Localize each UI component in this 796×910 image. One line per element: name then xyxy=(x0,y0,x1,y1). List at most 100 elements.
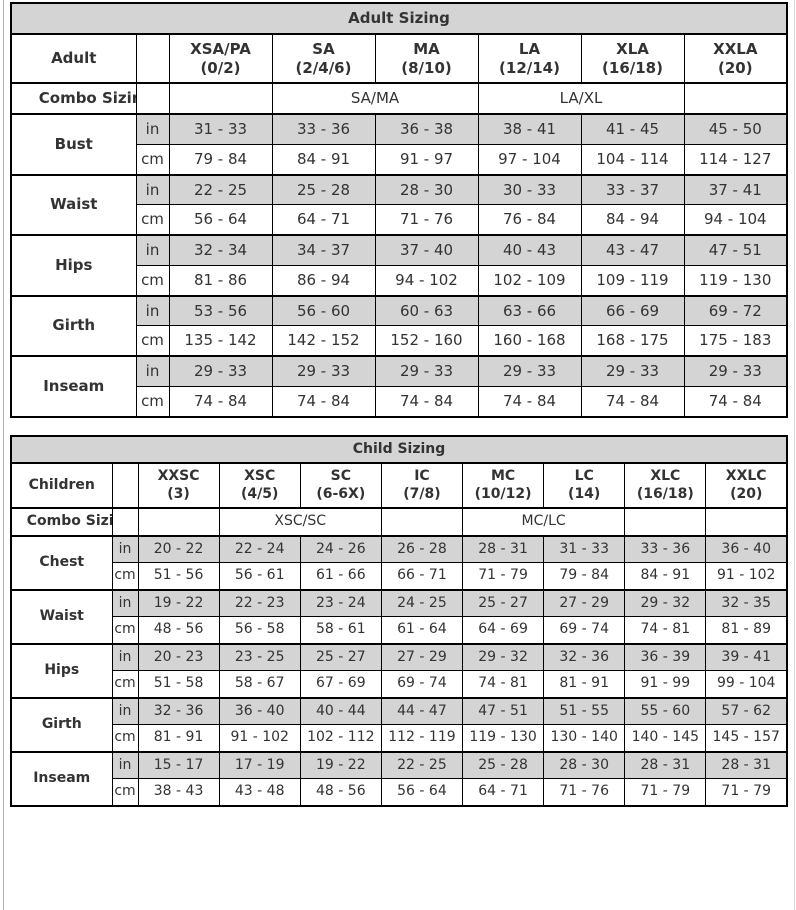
combo-sizing-value: LA/XL xyxy=(477,82,685,115)
size-range-label: (14) xyxy=(568,485,601,502)
size-column-header: XXSC (3) xyxy=(137,462,220,509)
measurement-label: Chest xyxy=(10,534,113,590)
unit-label: cm xyxy=(111,724,139,752)
measurement-label: Inseam xyxy=(10,750,113,806)
size-range-cell: 36 - 40 xyxy=(218,696,301,725)
size-range-cell: 22 - 24 xyxy=(218,534,301,563)
size-range-cell: 51 - 55 xyxy=(543,696,626,725)
size-range-cell: 140 - 145 xyxy=(624,724,707,752)
combo-sizing-value: SA/MA xyxy=(271,82,479,115)
size-range-cell: 109 - 119 xyxy=(580,264,685,297)
size-range-cell: 114 - 127 xyxy=(683,143,788,176)
size-range-cell: 32 - 36 xyxy=(543,642,626,671)
size-range-label: (4/5) xyxy=(240,485,279,502)
size-code-label: XLC xyxy=(650,468,681,484)
child-chest-in-row: Chest in 20 - 22 22 - 24 24 - 26 26 - 28 28 - … xyxy=(10,534,788,590)
size-range-cell: 17 - 19 xyxy=(218,750,301,779)
size-range-cell: 74 - 81 xyxy=(461,670,545,698)
size-range-cell: 33 - 36 xyxy=(271,112,376,145)
size-range-cell: 66 - 71 xyxy=(380,562,464,590)
measurement-label: Inseam xyxy=(10,355,137,417)
size-range-label: (2/4/6) xyxy=(295,58,352,77)
size-range-cell: 61 - 64 xyxy=(380,616,464,644)
adult-inseam-cm-row: cm 74 - 84 74 - 84 74 - 84 74 - 84 74 - 84 74 … xyxy=(11,385,788,418)
adult-title-row: Adult Sizing xyxy=(10,2,788,35)
child-waist-cm-row: cm 48 - 56 56 - 58 58 - 61 61 - 64 64 - 69 69 … xyxy=(11,616,788,644)
measurement-label: Girth xyxy=(10,294,137,357)
size-column-header: XXLA (20) xyxy=(683,32,788,84)
child-chest-cm-row: cm 51 - 56 56 - 61 61 - 66 66 - 71 71 - 79 79 … xyxy=(11,562,788,590)
size-range-cell: 57 - 62 xyxy=(705,696,788,725)
combo-sizing-label: Combo Sizing xyxy=(10,507,113,536)
combo-sizing-label-text: Combo Sizing xyxy=(26,513,111,529)
size-code-label: LA xyxy=(518,39,541,58)
page-right-rule xyxy=(794,0,795,910)
unit-label: in xyxy=(135,354,170,387)
size-range-cell: 69 - 72 xyxy=(683,294,788,327)
size-range-cell: 40 - 44 xyxy=(299,696,382,725)
unit-label: cm xyxy=(111,778,139,806)
unit-label: cm xyxy=(135,325,170,357)
size-code-label: MA xyxy=(413,39,440,58)
adult-bust-cm-row: cm 79 - 84 84 - 91 91 - 97 97 - 104 104 - 114… xyxy=(11,143,788,176)
child-hips-cm-row: cm 51 - 58 58 - 67 67 - 69 69 - 74 74 - 81 81 … xyxy=(11,670,788,698)
size-group-label: Children xyxy=(10,462,113,509)
size-range-cell: 112 - 119 xyxy=(380,724,464,752)
combo-sizing-value xyxy=(705,507,788,536)
table-title: Child Sizing xyxy=(10,435,788,464)
size-column-header: XLC (16/18) xyxy=(624,462,707,509)
size-range-label: (0/2) xyxy=(200,58,241,77)
size-range-cell: 58 - 61 xyxy=(299,616,382,644)
size-range-cell: 29 - 33 xyxy=(580,354,685,387)
size-range-cell: 74 - 84 xyxy=(168,385,273,418)
size-range-cell: 29 - 33 xyxy=(168,354,273,387)
size-range-cell: 119 - 130 xyxy=(461,724,545,752)
size-range-cell: 51 - 56 xyxy=(137,562,220,590)
combo-sizing-value: XSC/SC xyxy=(218,507,382,536)
size-range-cell: 56 - 58 xyxy=(218,616,301,644)
size-range-cell: 48 - 56 xyxy=(299,778,382,806)
combo-sizing-value xyxy=(168,82,273,115)
child-girth-in-row: Girth in 32 - 36 36 - 40 40 - 44 44 - 47 47 - … xyxy=(10,696,788,752)
size-range-cell: 91 - 99 xyxy=(624,670,707,698)
unit-label: cm xyxy=(111,616,139,644)
size-range-cell: 81 - 86 xyxy=(168,264,273,297)
size-range-cell: 43 - 48 xyxy=(218,778,301,806)
size-range-cell: 84 - 94 xyxy=(580,204,685,236)
measurement-label: Hips xyxy=(10,642,113,698)
size-range-label: (20) xyxy=(730,485,763,502)
adult-bust-in-row: Bust in 31 - 33 33 - 36 36 - 38 38 - 41 41 - 4… xyxy=(10,112,788,175)
size-range-cell: 28 - 31 xyxy=(705,750,788,779)
size-range-cell: 19 - 22 xyxy=(299,750,382,779)
child-sizing-table: Child Sizing Children XXSC (3) XSC (4/5) SC (6-… xyxy=(10,434,789,807)
unit-label: in xyxy=(135,233,170,266)
size-range-cell: 43 - 47 xyxy=(580,233,685,266)
size-range-cell: 28 - 30 xyxy=(374,173,479,206)
size-range-cell: 56 - 64 xyxy=(380,778,464,806)
size-range-cell: 145 - 157 xyxy=(705,724,788,752)
size-range-cell: 29 - 33 xyxy=(683,354,788,387)
adult-girth-in-row: Girth in 53 - 56 56 - 60 60 - 63 63 - 66 66 - … xyxy=(10,294,788,357)
size-range-cell: 24 - 25 xyxy=(380,588,464,617)
size-range-cell: 32 - 35 xyxy=(705,588,788,617)
size-range-cell: 84 - 91 xyxy=(271,143,376,176)
adult-sizing-table: Adult Sizing Adult XSA/PA (0/2) SA (2/4/6) MA(… xyxy=(10,2,789,418)
unit-label: cm xyxy=(111,670,139,698)
size-range-cell: 74 - 84 xyxy=(580,385,685,418)
size-range-cell: 36 - 39 xyxy=(624,642,707,671)
child-hips-in-row: Hips in 20 - 23 23 - 25 25 - 27 27 - 29 29 - 3… xyxy=(10,642,788,698)
size-range-label: (6-6X) xyxy=(316,485,366,502)
unit-label: cm xyxy=(135,264,170,297)
adult-size-header-row: Adult XSA/PA (0/2) SA (2/4/6) MA (8/10) LA (12/1… xyxy=(10,32,788,84)
size-range-cell: 27 - 29 xyxy=(380,642,464,671)
unit-label: in xyxy=(111,696,139,725)
size-range-cell: 71 - 76 xyxy=(374,204,479,236)
adult-hips-cm-row: cm 81 - 86 86 - 94 94 - 102 102 - 109 109 - 1… xyxy=(11,264,788,297)
child-waist-in-row: Waist in 19 - 22 22 - 23 23 - 24 24 - 25 25 - … xyxy=(10,588,788,644)
sizing-charts-container: Adult Sizing Adult XSA/PA (0/2) SA (2/4/6) MA(… xyxy=(10,2,789,807)
size-range-cell: 23 - 25 xyxy=(218,642,301,671)
size-range-cell: 41 - 45 xyxy=(580,112,685,145)
size-range-cell: 60 - 63 xyxy=(374,294,479,327)
size-range-label: (16/18) xyxy=(602,58,663,77)
